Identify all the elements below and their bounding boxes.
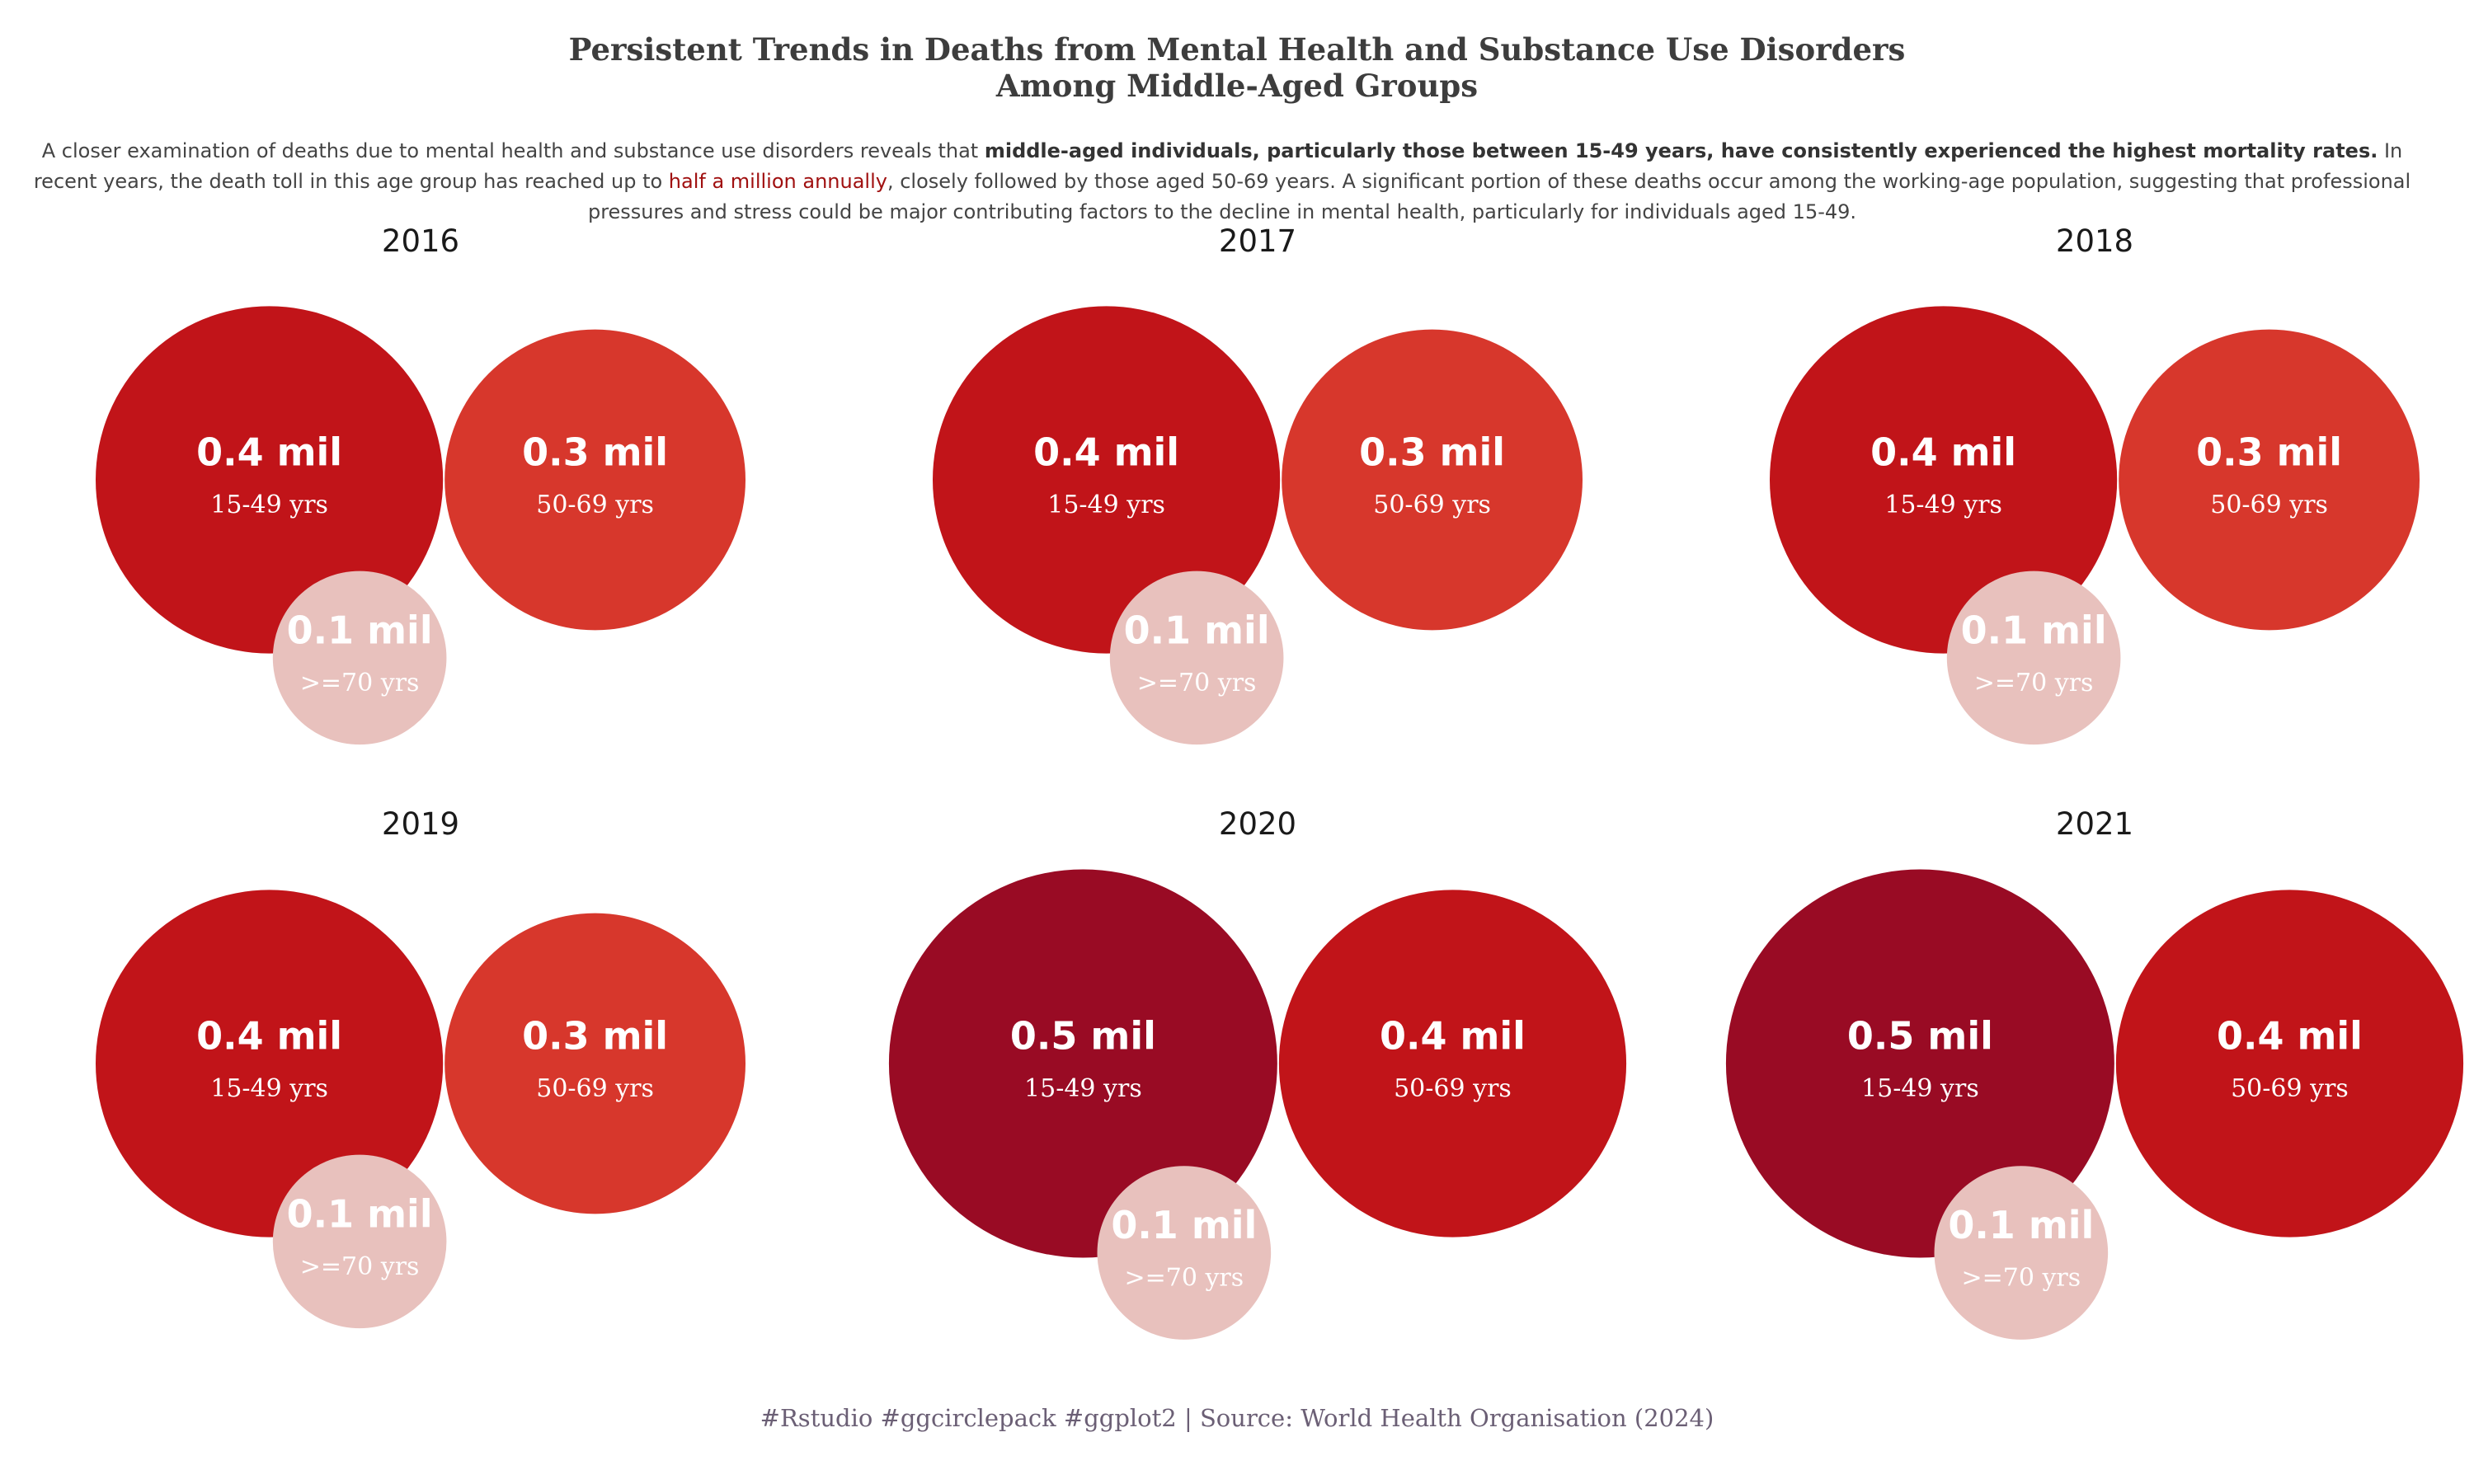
bubble-2017-1549yrs <box>933 306 1281 654</box>
subtitle-text-2: In recent years, the death toll in this … <box>33 139 2403 193</box>
panel-title: 2020 <box>1219 806 1296 842</box>
panel-title: 2016 <box>382 223 459 259</box>
bubble-2021-1549yrs <box>1725 869 2114 1258</box>
bubble-age-label: >=70 yrs <box>1974 669 2094 697</box>
bubble-2019-5069yrs <box>444 913 745 1214</box>
bubble-age-label: >=70 yrs <box>1137 669 1257 697</box>
bubble-2018-1549yrs <box>1770 306 2118 654</box>
panel-2018: 2018 0.4 mil 15-49 yrs 0.3 mil 50-69 yrs 0.1 … <box>1770 223 2420 745</box>
panel-title: 2021 <box>2056 806 2133 842</box>
bubble-value-label: 0.1 mil <box>287 1191 433 1236</box>
bubble-value-label: 0.1 mil <box>1961 608 2107 652</box>
bubble-age-label: 50-69 yrs <box>536 1074 654 1103</box>
bubble-2017-5069yrs <box>1282 329 1583 631</box>
bubble-2020-70yrs <box>1097 1166 1272 1340</box>
bubble-value-label: 0.3 mil <box>2196 430 2342 475</box>
panel-2017: 2017 0.4 mil 15-49 yrs 0.3 mil 50-69 yrs 0.1 … <box>933 223 1583 745</box>
bubble-value-label: 0.1 mil <box>287 608 433 652</box>
bubble-age-label: >=70 yrs <box>1961 1264 2081 1293</box>
bubble-value-label: 0.3 mil <box>522 430 668 475</box>
bubble-2017-70yrs <box>1109 571 1284 745</box>
chart-caption: #Rstudio #ggcirclepack #ggplot2 | Source… <box>760 1404 1714 1432</box>
bubble-value-label: 0.4 mil <box>1033 430 1179 475</box>
bubble-value-label: 0.4 mil <box>2217 1014 2363 1059</box>
bubble-value-label: 0.3 mil <box>1359 430 1505 475</box>
bubble-value-label: 0.4 mil <box>196 430 342 475</box>
bubble-2019-1549yrs <box>96 890 444 1237</box>
bubble-age-label: >=70 yrs <box>300 669 420 697</box>
bubble-value-label: 0.4 mil <box>196 1014 342 1059</box>
subtitle-text-3: , closely followed by those aged 50-69 y… <box>587 170 2411 223</box>
bubble-age-label: 15-49 yrs <box>210 1074 328 1103</box>
subtitle-highlight-text: half a million annually <box>668 170 887 193</box>
bubble-age-label: 50-69 yrs <box>2231 1074 2349 1103</box>
subtitle-text-1: A closer examination of deaths due to me… <box>41 139 985 162</box>
panel-title: 2019 <box>382 806 459 842</box>
bubble-age-label: 50-69 yrs <box>1373 491 1491 519</box>
bubble-value-label: 0.5 mil <box>1847 1014 1993 1059</box>
bubble-value-label: 0.1 mil <box>1111 1203 1257 1247</box>
panel-2016: 2016 0.4 mil 15-49 yrs 0.3 mil 50-69 yrs 0.1 … <box>96 223 745 745</box>
bubble-age-label: 50-69 yrs <box>2210 491 2328 519</box>
chart-title-line-2: Among Middle-Aged Groups <box>995 68 1479 104</box>
bubble-age-label: 50-69 yrs <box>1394 1074 1512 1103</box>
bubble-value-label: 0.3 mil <box>522 1014 668 1059</box>
bubble-2020-1549yrs <box>888 869 1277 1258</box>
bubble-2020-5069yrs <box>1278 890 1627 1237</box>
bubble-2016-1549yrs <box>96 306 444 654</box>
panel-title: 2017 <box>1219 223 1296 259</box>
chart-title-line-1: Persistent Trends in Deaths from Mental … <box>568 31 1906 68</box>
bubble-value-label: 0.4 mil <box>1380 1014 1526 1059</box>
bubble-value-label: 0.1 mil <box>1124 608 1270 652</box>
panel-2019: 2019 0.4 mil 15-49 yrs 0.3 mil 50-69 yrs 0.1 … <box>96 806 745 1329</box>
panel-2020: 2020 0.5 mil 15-49 yrs 0.4 mil 50-69 yrs 0.1 … <box>888 806 1627 1340</box>
bubble-age-label: 50-69 yrs <box>536 491 654 519</box>
bubble-2019-70yrs <box>272 1154 447 1329</box>
chart-subtitle: A closer examination of deaths due to me… <box>10 136 2434 228</box>
bubble-2021-5069yrs <box>2115 890 2464 1237</box>
bubble-2018-70yrs <box>1946 571 2121 745</box>
bubble-age-label: 15-49 yrs <box>1861 1074 1979 1103</box>
bubble-2016-5069yrs <box>444 329 745 631</box>
panel-title: 2018 <box>2056 223 2133 259</box>
bubble-age-label: 15-49 yrs <box>210 491 328 519</box>
bubble-value-label: 0.1 mil <box>1948 1203 2094 1247</box>
bubble-value-label: 0.5 mil <box>1010 1014 1156 1059</box>
bubble-age-label: 15-49 yrs <box>1884 491 2002 519</box>
bubble-2018-5069yrs <box>2119 329 2420 631</box>
bubble-value-label: 0.4 mil <box>1870 430 2016 475</box>
subtitle-bold-text: middle-aged individuals, particularly th… <box>984 139 2378 162</box>
bubble-age-label: 15-49 yrs <box>1047 491 1165 519</box>
bubble-2021-70yrs <box>1934 1166 2109 1340</box>
panel-2021: 2021 0.5 mil 15-49 yrs 0.4 mil 50-69 yrs 0.1 … <box>1725 806 2464 1340</box>
bubble-age-label: >=70 yrs <box>1124 1264 1244 1293</box>
bubble-age-label: >=70 yrs <box>300 1252 420 1281</box>
chart-title: Persistent Trends in Deaths from Mental … <box>0 31 2474 104</box>
bubble-age-label: 15-49 yrs <box>1024 1074 1142 1103</box>
bubble-2016-70yrs <box>272 571 447 745</box>
